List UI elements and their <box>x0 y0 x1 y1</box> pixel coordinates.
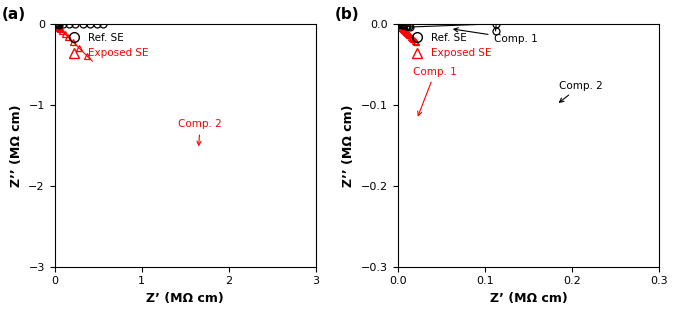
Text: (b): (b) <box>335 7 359 22</box>
Text: Comp. 2: Comp. 2 <box>559 80 603 102</box>
X-axis label: Z’ (MΩ cm): Z’ (MΩ cm) <box>489 292 567 305</box>
Legend: Ref. SE, Exposed SE: Ref. SE, Exposed SE <box>403 29 495 62</box>
Y-axis label: Z’’ (MΩ cm): Z’’ (MΩ cm) <box>342 104 355 187</box>
Text: Comp. 2: Comp. 2 <box>178 119 222 145</box>
X-axis label: Z’ (MΩ cm): Z’ (MΩ cm) <box>146 292 224 305</box>
Text: Comp. 1: Comp. 1 <box>454 28 537 44</box>
Text: Comp. 1: Comp. 1 <box>413 67 457 115</box>
Y-axis label: Z’’ (MΩ cm): Z’’ (MΩ cm) <box>9 104 23 187</box>
Text: (a): (a) <box>2 7 26 22</box>
Legend: Ref. SE, Exposed SE: Ref. SE, Exposed SE <box>59 29 153 62</box>
